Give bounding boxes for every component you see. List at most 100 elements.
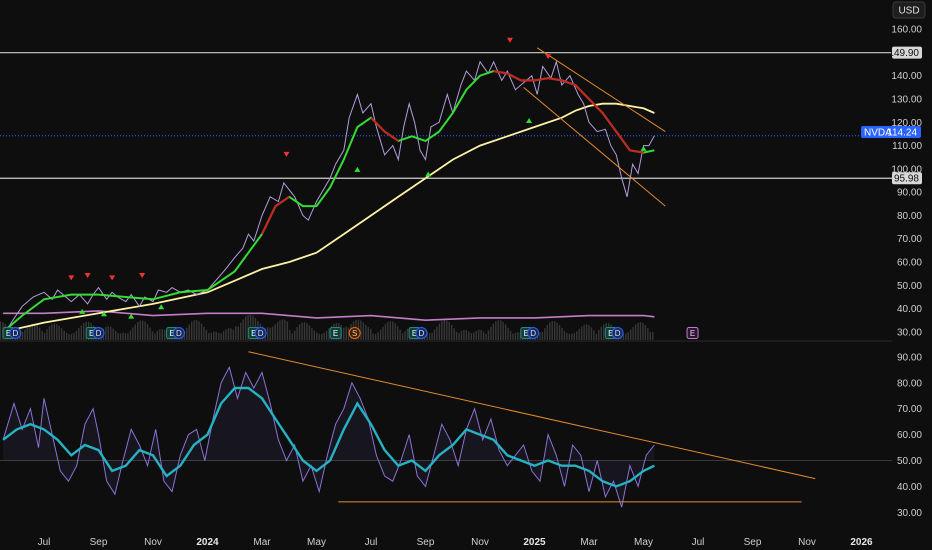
event-badge-D[interactable]: D [92, 327, 105, 339]
rsi-area [3, 367, 655, 508]
event-badge-E[interactable]: E [329, 327, 342, 339]
rsi-tick-label: 60.00 [897, 430, 922, 441]
badge-letter: D [615, 329, 621, 338]
badge-letter: E [412, 329, 417, 338]
badge-letter: D [258, 329, 264, 338]
time-tick-label: 2026 [850, 537, 873, 548]
event-badge-S[interactable]: S [348, 327, 361, 339]
ma-fast-down-segment [370, 117, 399, 142]
ma-fast-down-segment [261, 195, 290, 235]
hline-label: 95.98 [894, 174, 919, 185]
event-badge-D[interactable]: D [9, 327, 22, 339]
time-tick-label: Mar [580, 537, 598, 548]
rsi-panel[interactable] [2, 351, 816, 508]
last-price-badge: NVDA 114.24 [861, 126, 921, 139]
buy-signal-marker [128, 313, 135, 319]
rsi-line [2, 365, 655, 508]
sell-signal-marker [283, 151, 290, 157]
rsi-axis[interactable]: 30.00 40.00 50.00 60.00 70.00 80.00 90.00 [897, 352, 922, 518]
sell-signal-marker [545, 54, 552, 60]
rsi-ma-line [2, 386, 655, 488]
badge-shape [415, 327, 428, 339]
sell-signal-marker [68, 275, 75, 281]
ma-slow-line [2, 102, 655, 333]
rsi-tick-label: 30.00 [897, 508, 922, 519]
event-badge-D[interactable]: D [527, 327, 540, 339]
badge-shape [348, 327, 361, 339]
time-tick-label: May [307, 537, 326, 548]
price-line [2, 59, 655, 337]
rsi-tick-label: 40.00 [897, 482, 922, 493]
last-price-symbol: NVDA [864, 128, 892, 139]
buy-signal-marker [640, 145, 647, 151]
time-tick-label: Sep [90, 537, 108, 548]
rsi-tick-label: 90.00 [897, 352, 922, 363]
price-tick-label: 90.00 [897, 188, 922, 199]
time-tick-label: 2024 [196, 537, 219, 548]
badge-letter: D [176, 329, 182, 338]
event-badge-D[interactable]: D [254, 327, 267, 339]
time-tick-label: Sep [744, 537, 762, 548]
badge-letter: E [524, 329, 529, 338]
price-panel[interactable] [0, 37, 892, 337]
price-trendline[interactable] [523, 87, 666, 207]
time-tick-label: Jul [692, 537, 705, 548]
event-badge-D[interactable]: D [172, 327, 185, 339]
badge-shape [254, 327, 267, 339]
time-tick-label: Nov [144, 537, 162, 548]
rsi-trendline[interactable] [248, 351, 816, 480]
ma-fast-down-segment [493, 70, 644, 154]
badge-letter: E [89, 329, 94, 338]
badge-letter: E [6, 329, 11, 338]
event-badge-D[interactable]: D [415, 327, 428, 339]
event-badge-E[interactable]: E [686, 327, 699, 339]
time-tick-label: May [634, 537, 653, 548]
rsi-tick-label: 50.00 [897, 456, 922, 467]
price-tick-label: 100.00 [891, 164, 922, 175]
hline-badge [892, 46, 922, 59]
badge-shape [611, 327, 624, 339]
badge-letter: E [333, 329, 338, 338]
price-tick-label: 130.00 [891, 95, 922, 106]
price-axis[interactable]: 30.00 40.00 50.00 60.00 70.00 80.00 90.00 100.0… [891, 25, 922, 339]
sell-signal-marker [139, 272, 146, 278]
price-tick-label: 120.00 [891, 118, 922, 129]
price-tick-label: 50.00 [897, 281, 922, 292]
sell-signal-marker [109, 275, 116, 281]
sell-signal-marker [506, 37, 513, 43]
badge-letter: D [419, 329, 425, 338]
last-price-value: 114.24 [887, 128, 917, 139]
price-tick-label: 160.00 [891, 25, 922, 36]
badge-shape [686, 327, 699, 339]
time-axis[interactable]: Jul Sep Nov 2024 Mar May Jul Sep Nov 2025 Mar May Ju… [38, 537, 873, 548]
badge-shape [172, 327, 185, 339]
badge-letter: D [96, 329, 102, 338]
buy-signal-marker [79, 308, 86, 314]
time-tick-label: Nov [798, 537, 816, 548]
price-trendline[interactable] [536, 47, 666, 133]
price-tick-label: 140.00 [891, 71, 922, 82]
time-tick-label: Sep [417, 537, 435, 548]
currency-button[interactable]: USD [892, 1, 926, 19]
price-tick-label: 70.00 [897, 234, 922, 245]
time-tick-label: Jul [38, 537, 51, 548]
hline-labels: 149.90 95.98 [888, 46, 922, 185]
time-tick-label: 2025 [523, 537, 546, 548]
price-tick-label: 30.00 [897, 327, 922, 338]
badge-letter: S [352, 329, 357, 338]
price-tick-label: 40.00 [897, 304, 922, 315]
badge-letter: D [12, 329, 18, 338]
badge-letter: E [690, 329, 695, 338]
badge-letter: E [608, 329, 613, 338]
currency-label[interactable]: USD [898, 6, 919, 17]
buy-signal-marker [354, 166, 361, 172]
badge-letter: E [169, 329, 174, 338]
price-tick-label: 110.00 [892, 141, 922, 152]
buy-signal-marker [100, 311, 107, 317]
badge-shape [527, 327, 540, 339]
event-badge-D[interactable]: D [611, 327, 624, 339]
badge-letter: D [530, 329, 536, 338]
